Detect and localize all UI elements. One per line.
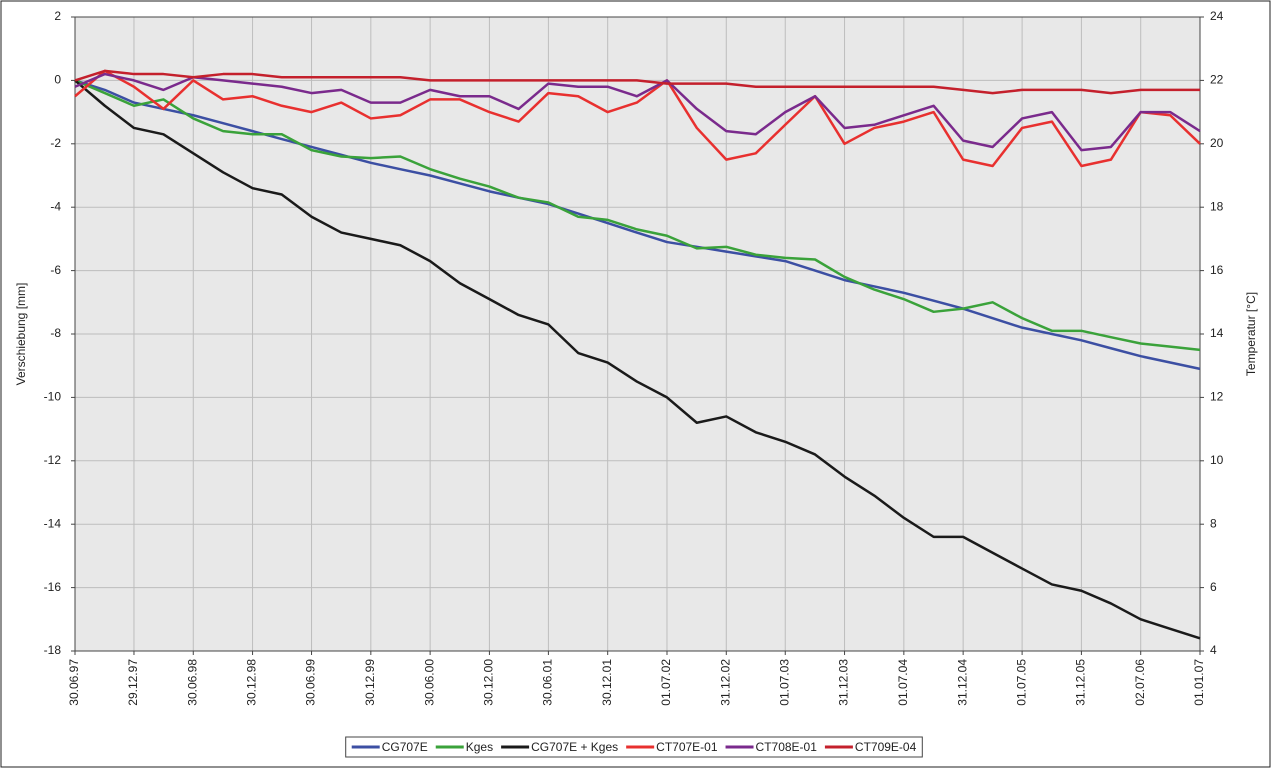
series-line	[74, 69, 1200, 95]
x-tick-label: 30.06.97	[67, 659, 81, 706]
x-tick-label: 31.12.03	[837, 659, 851, 706]
y2-tick-label: 24	[1210, 9, 1224, 23]
x-tick-label: 01.01.07	[1192, 659, 1206, 706]
y-tick-label: 2	[54, 9, 61, 23]
x-tick-label: 02.07.06	[1133, 659, 1147, 706]
plot-border	[74, 16, 1201, 652]
legend-label: CT707E-01	[656, 740, 718, 754]
y2-tick-label: 18	[1210, 199, 1224, 213]
y-tick-label: -6	[50, 263, 61, 277]
x-tick-label: 30.06.00	[422, 659, 436, 706]
x-tick-label: 30.12.01	[600, 659, 614, 706]
series-line	[74, 72, 1201, 152]
x-tick-label: 30.12.99	[363, 659, 377, 706]
legend-label: CG707E	[382, 740, 428, 754]
y2-tick-label: 4	[1210, 643, 1217, 657]
y-tick-label: -16	[44, 580, 62, 594]
y-tick-label: -12	[44, 453, 62, 467]
legend-label: CT708E-01	[756, 740, 818, 754]
x-tick-label: 31.12.02	[718, 659, 732, 706]
y2-tick-label: 22	[1210, 73, 1224, 87]
legend-label: CG707E + Kges	[531, 740, 618, 754]
y-tick-label: -2	[50, 136, 61, 150]
x-tick-label: 31.12.04	[955, 659, 969, 706]
series-line	[74, 69, 1201, 168]
series-line	[74, 79, 1201, 352]
x-tick-label: 01.07.03	[777, 659, 791, 706]
x-tick-label: 01.07.04	[896, 659, 910, 706]
legend-label: CT709E-04	[855, 740, 917, 754]
y2-tick-label: 14	[1210, 326, 1224, 340]
y2-tick-label: 6	[1210, 580, 1217, 594]
series-line	[74, 79, 1201, 640]
y2-tick-label: 20	[1210, 136, 1224, 150]
y-axis-label: Verschiebung [mm]	[14, 283, 28, 386]
x-tick-label: 30.06.01	[541, 659, 555, 706]
y-tick-label: -4	[50, 199, 61, 213]
x-tick-label: 30.06.99	[304, 659, 318, 706]
y-tick-label: -14	[44, 516, 62, 530]
y2-axis-label: Temperatur [°C]	[1244, 292, 1258, 376]
x-tick-label: 30.12.00	[482, 659, 496, 706]
y-tick-label: -18	[44, 643, 62, 657]
y2-tick-label: 12	[1210, 390, 1224, 404]
y-tick-label: -10	[44, 390, 62, 404]
x-tick-label: 30.12.98	[245, 659, 259, 706]
legend-label: Kges	[466, 740, 493, 754]
x-tick-label: 29.12.97	[126, 659, 140, 706]
x-tick-label: 30.06.98	[185, 659, 199, 706]
y2-tick-label: 8	[1210, 516, 1217, 530]
x-tick-label: 01.07.02	[659, 659, 673, 706]
y2-tick-label: 16	[1210, 263, 1224, 277]
y2-tick-label: 10	[1210, 453, 1224, 467]
y-tick-label: -8	[50, 326, 61, 340]
y-tick-label: 0	[54, 73, 61, 87]
x-tick-label: 31.12.05	[1074, 659, 1088, 706]
x-tick-label: 01.07.05	[1014, 659, 1028, 706]
